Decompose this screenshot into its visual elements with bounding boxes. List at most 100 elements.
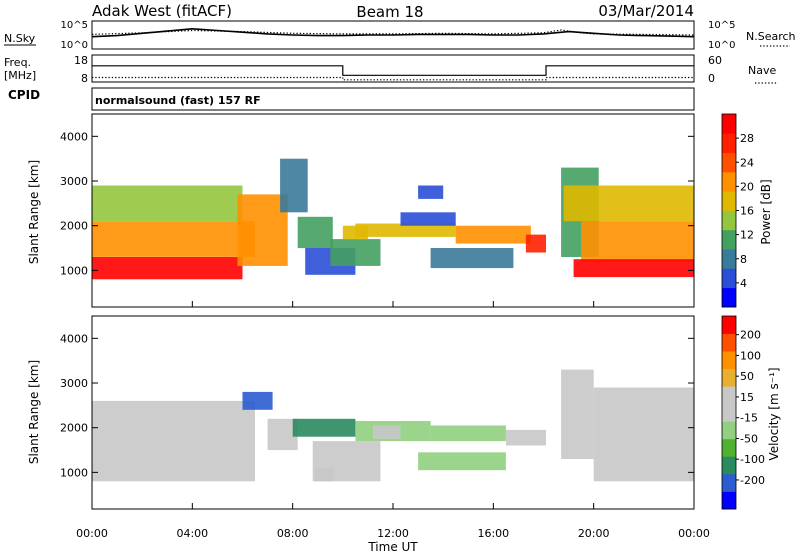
- colorbar-segment-7: [722, 152, 736, 173]
- y-tick-label-3: 4000: [60, 130, 88, 143]
- scatter-region-1: [92, 221, 255, 257]
- time-x-axis: 00:00 04:00 08:00 12:00 16:00 20:00 00:00: [76, 301, 710, 540]
- colorbar-segment-1: [722, 268, 736, 289]
- y-tick-label-1: 2000: [60, 220, 88, 233]
- colorbar-segment-10: [722, 316, 736, 334]
- y-tick-label-2: 3000: [60, 377, 88, 390]
- scatter-region-5: [315, 467, 333, 482]
- colorbar-segment-3: [722, 438, 736, 457]
- velocity-colorbar-label: Velocity [m s⁻¹]: [767, 367, 781, 460]
- freq-label: Freq.: [4, 56, 31, 69]
- colorbar-tick-label-6: 28: [740, 132, 754, 145]
- scatter-region-7: [372, 425, 401, 439]
- colorbar-segment-9: [722, 333, 736, 352]
- cpid-frame: [91, 87, 695, 111]
- freq-panel: Freq. [MHz] CPID 18 8 60 0 Nave: [4, 54, 778, 102]
- colorbar-tick-label-7: 200: [740, 329, 761, 342]
- colorbar-segment-8: [722, 351, 736, 370]
- scatter-region-12: [593, 387, 694, 482]
- x-tick-label-1: 04:00: [176, 527, 208, 540]
- colorbar-tick-label-2: 12: [740, 229, 754, 242]
- colorbar-tick-label-4: 20: [740, 180, 754, 193]
- freq-left-tick-bottom: 8: [81, 72, 88, 85]
- velocity-panel: 1000 2000 3000 4000 Slant Range [km] -200 -1…: [27, 301, 781, 554]
- scatter-region-11: [561, 369, 594, 459]
- nave-right-tick-bottom: 0: [708, 72, 715, 85]
- power-y-axis: 1000 2000 3000 4000: [60, 130, 694, 277]
- x-tick-label-0: 00:00: [76, 527, 108, 540]
- colorbar-segment-4: [722, 421, 736, 440]
- freq-frame: [91, 54, 695, 83]
- colorbar-tick-label-0: -200: [740, 474, 765, 487]
- colorbar-segment-1: [722, 473, 736, 492]
- freq-left-tick-top: 18: [74, 54, 88, 67]
- nave-right-tick-top: 60: [708, 54, 722, 67]
- scatter-region-18: [573, 259, 694, 278]
- scatter-region-3: [292, 418, 356, 437]
- velocity-heatmap: [92, 369, 694, 482]
- date-title: 03/Mar/2014: [598, 2, 694, 20]
- scatter-region-2: [267, 418, 298, 451]
- colorbar-segment-3: [722, 229, 736, 250]
- colorbar-tick-label-6: 100: [740, 349, 761, 362]
- colorbar-frame: [721, 315, 737, 510]
- power-panel: 1000 2000 3000 4000 Slant Range [km] 4 8 12 16…: [27, 113, 773, 308]
- velocity-y-label: Slant Range [km]: [27, 360, 41, 464]
- scatter-region-5: [297, 216, 333, 249]
- nave-label: Nave: [748, 64, 776, 77]
- power-colorbar-label: Power [dB]: [759, 179, 773, 244]
- scatter-region-9: [418, 452, 506, 471]
- scatter-region-1: [242, 391, 273, 410]
- scatter-region-16: [563, 185, 694, 222]
- colorbar-segment-0: [722, 287, 736, 308]
- colorbar-tick-label-3: 16: [740, 205, 754, 218]
- scatter-region-0: [92, 400, 255, 482]
- scatter-region-2: [92, 185, 243, 222]
- scatter-region-14: [418, 185, 444, 199]
- nsky-left-tick-top: 10^5: [61, 20, 88, 31]
- station-title: Adak West (fitACF): [92, 2, 232, 20]
- colorbar-tick-label-1: 8: [740, 253, 747, 266]
- nsky-series-group: [91, 27, 695, 38]
- freq-unit-label: [MHz]: [4, 69, 36, 82]
- power-y-label: Slant Range [km]: [27, 160, 41, 264]
- scatter-region-10: [400, 212, 456, 226]
- colorbar-segment-2: [722, 456, 736, 475]
- colorbar-tick-label-5: 24: [740, 156, 754, 169]
- colorbar-tick-label-1: -100: [740, 453, 765, 466]
- colorbar-segment-7: [722, 368, 736, 387]
- scatter-region-4: [280, 158, 308, 213]
- colorbar-tick-label-5: 50: [740, 370, 754, 383]
- colorbar-segment-2: [722, 249, 736, 269]
- scatter-region-17: [581, 221, 694, 262]
- colorbar-segment-5: [722, 191, 736, 211]
- time-x-label: Time UT: [367, 540, 418, 554]
- freq-series: [92, 65, 694, 76]
- colorbar-segment-0: [722, 491, 736, 510]
- scatter-region-0: [92, 257, 243, 280]
- y-tick-label-0: 1000: [60, 466, 88, 479]
- colorbar-tick-label-0: 4: [740, 277, 747, 290]
- nsearch-label: N.Search: [746, 30, 796, 43]
- nsky-right-tick-bottom: 10^0: [708, 40, 735, 51]
- nsky-series-0: [91, 27, 695, 38]
- cpid-label: CPID: [8, 88, 40, 102]
- x-tick-label-5: 20:00: [578, 527, 610, 540]
- scatter-region-3: [237, 194, 288, 266]
- colorbar-segment-4: [722, 210, 736, 231]
- y-tick-label-3: 4000: [60, 332, 88, 345]
- nsky-series-1: [91, 29, 695, 36]
- scatter-region-9: [355, 223, 456, 237]
- velocity-y-axis: 1000 2000 3000 4000: [60, 332, 694, 479]
- nsky-frame: [91, 20, 695, 50]
- beam-title: Beam 18: [356, 3, 423, 21]
- cpid-text: normalsound (fast) 157 RF: [95, 94, 261, 107]
- nsky-label: N.Sky: [4, 32, 36, 45]
- nsky-left-tick-bottom: 10^0: [61, 40, 88, 51]
- scatter-region-12: [455, 225, 531, 244]
- scatter-region-7: [330, 239, 381, 266]
- scatter-region-11: [430, 248, 514, 269]
- velocity-colorbar: -200 -100 -50 -15 15 50 100 200: [721, 315, 765, 510]
- scatter-region-13: [525, 234, 546, 253]
